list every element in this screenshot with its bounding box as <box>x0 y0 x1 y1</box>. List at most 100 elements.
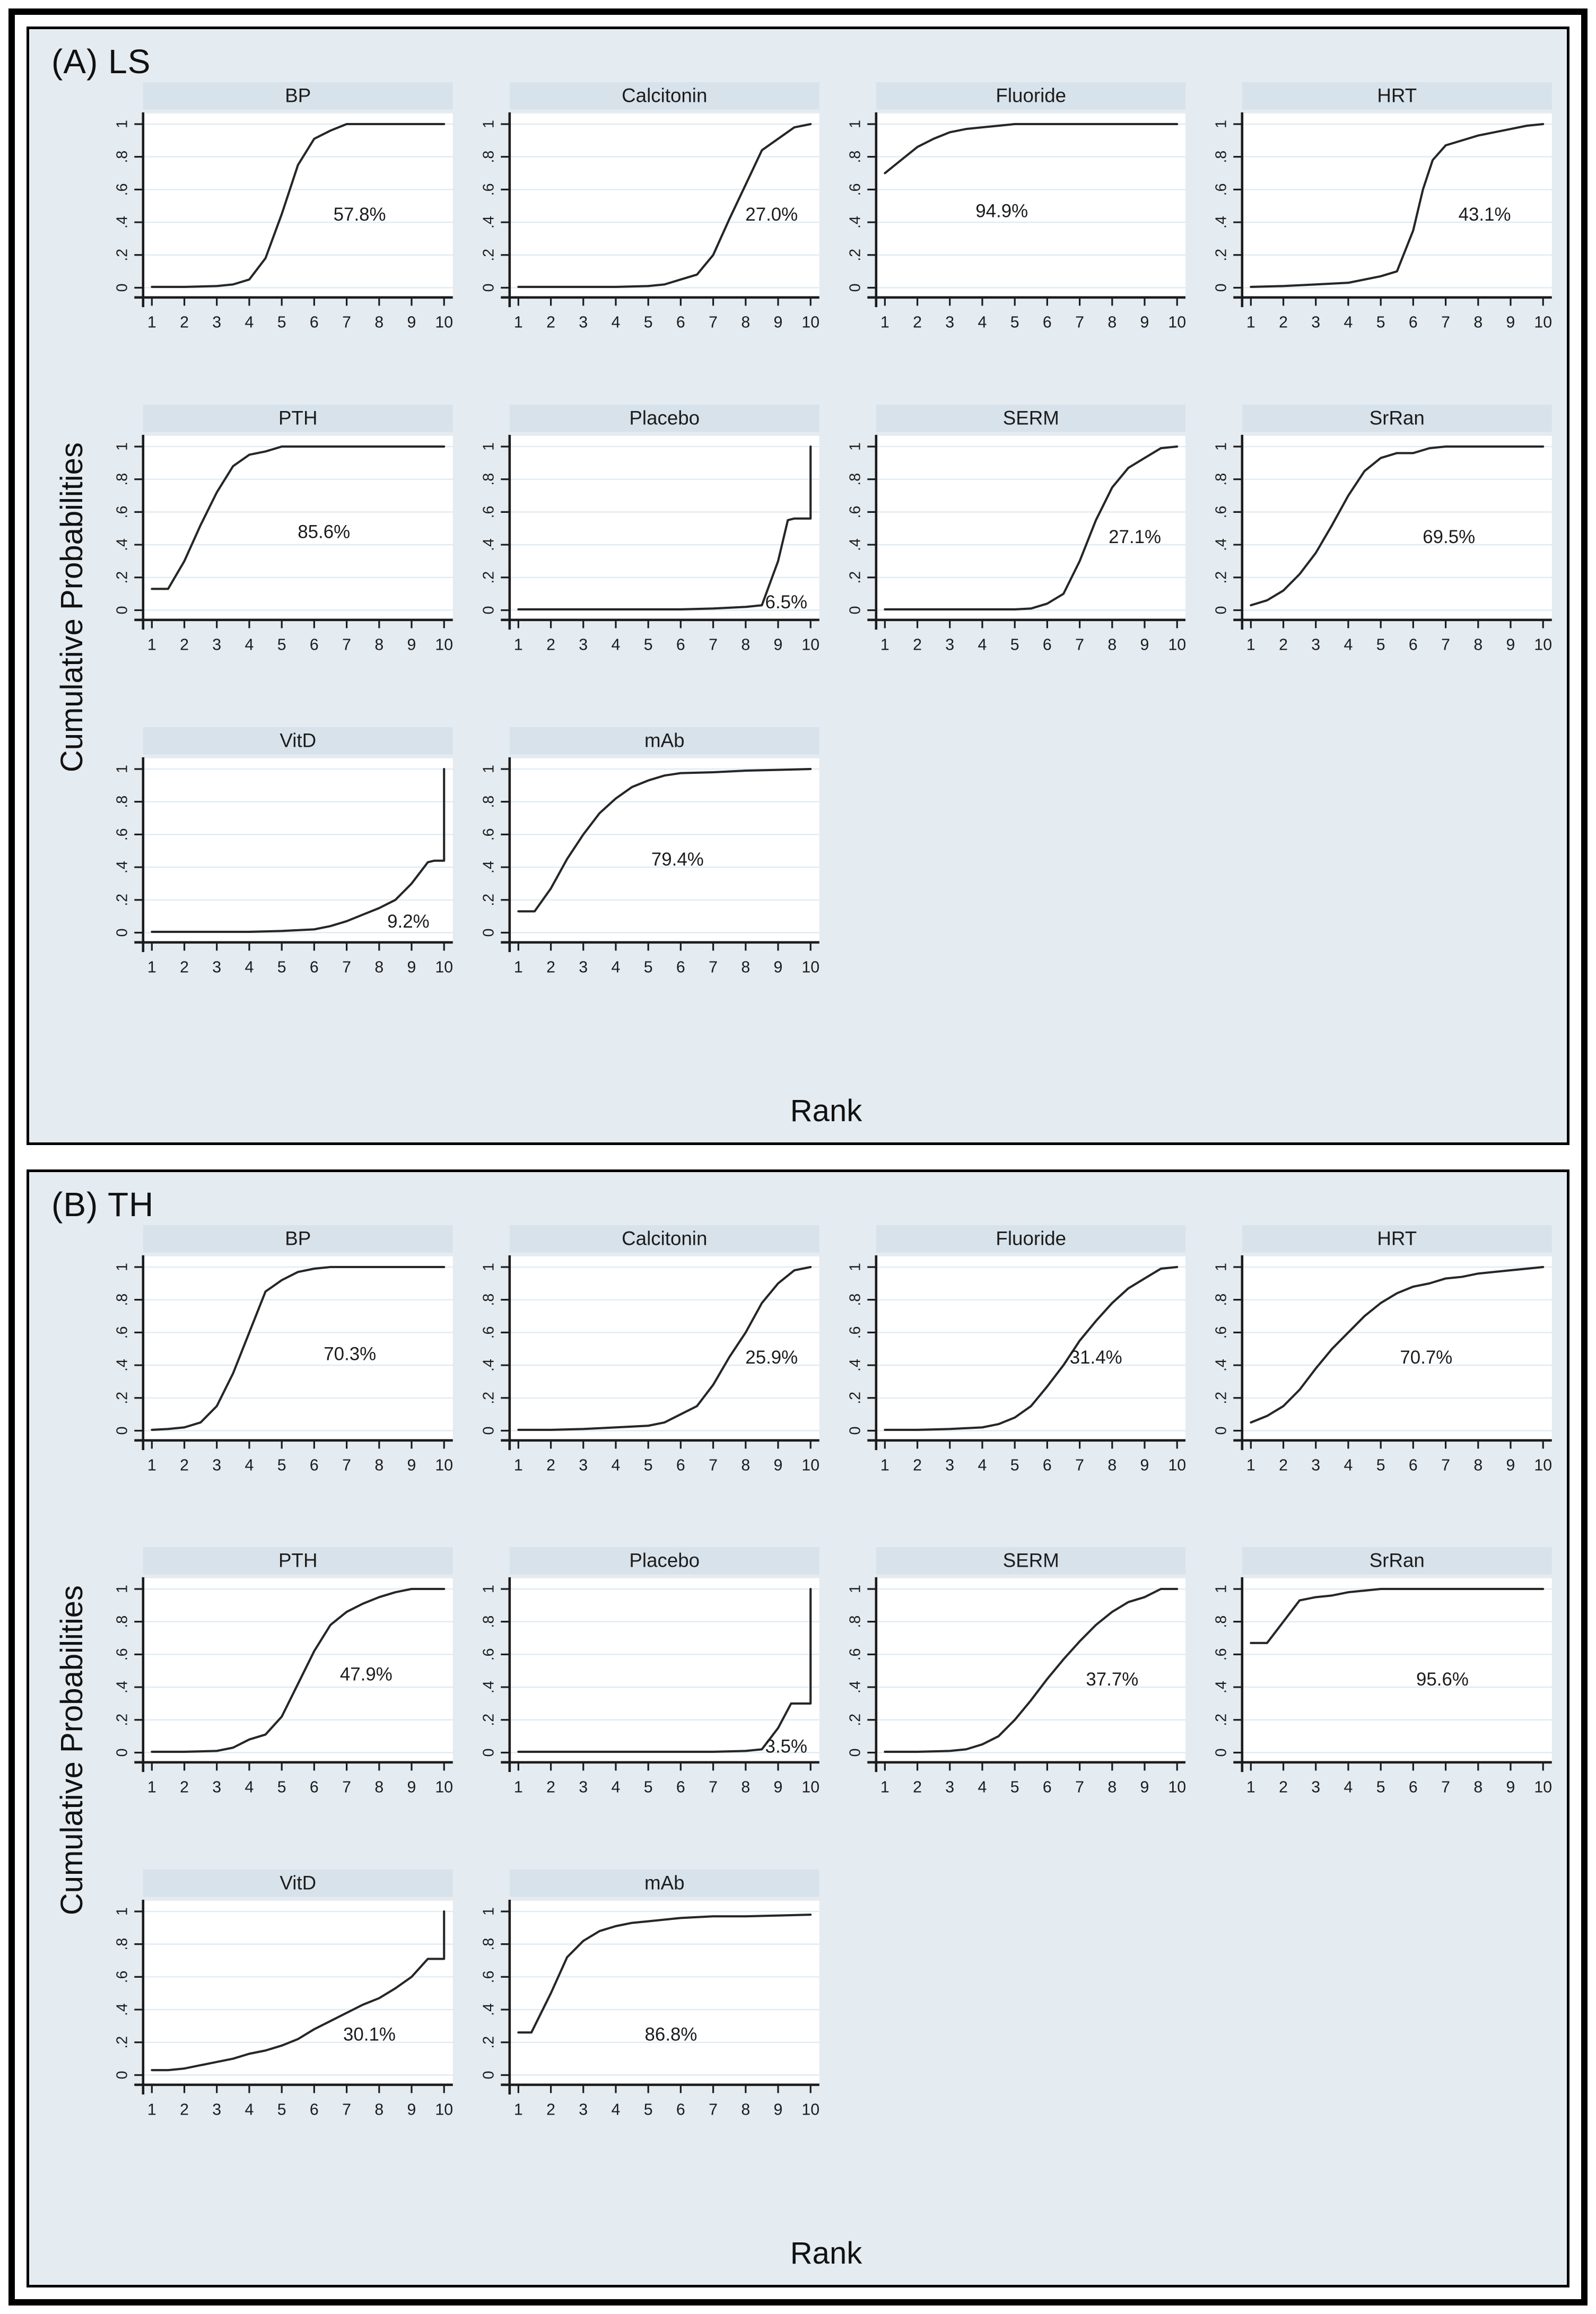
subplot-title-band <box>1242 1225 1552 1252</box>
x-tick-label: 5 <box>1376 314 1385 331</box>
x-tick-label: 1 <box>514 2101 523 2119</box>
x-tick-label: 3 <box>579 2101 588 2119</box>
cdf-curve <box>151 1265 446 1431</box>
plot-area <box>876 1578 1186 1763</box>
y-tick-label: .8 <box>114 1616 130 1628</box>
y-tick-label: 0 <box>480 2071 497 2080</box>
cdf-curve <box>517 1265 812 1431</box>
y-tick-label: .2 <box>114 1391 130 1404</box>
y-tick-label: .6 <box>114 1326 130 1339</box>
y-tick-label: 1 <box>114 1907 130 1916</box>
plot-area <box>143 1900 453 2085</box>
subplot-title-band <box>876 1547 1186 1575</box>
sucra-annotation: 70.3% <box>324 1343 376 1364</box>
charts-area: BP 0.2.4.6.8 1 1 2 3 4 5 6 7 8 9 10 70.3% Calcitonin 0.… <box>100 1225 1552 2276</box>
x-tick-label: 3 <box>579 636 588 654</box>
y-tick-label: 1 <box>480 1907 497 1916</box>
subplot-serm: SERM 0 .2 .4 .6 .8 1 1 2 3 4 5 6 7 8 9 10 37.7% <box>847 1547 1186 1796</box>
x-tick-label: 10 <box>1534 1779 1552 1796</box>
x-tick-label: 10 <box>1534 1456 1552 1474</box>
panel-th: (B) TH Cumulative Probabilities BP 0 .2 .4.… <box>27 1169 1569 2287</box>
y-tick-label: .6 <box>480 1648 497 1661</box>
x-tick-label: 8 <box>741 2101 750 2119</box>
subplot-pth: PTH 0 .2 .4 .6 .8 1 1 2 3 4 5 6 7 8 9 10 47.9% <box>114 1547 453 1796</box>
x-tick-label: 8 <box>374 314 383 331</box>
x-tick-label: 8 <box>1107 1779 1117 1796</box>
x-tick-label: 9 <box>407 2101 416 2119</box>
subplot-title: Fluoride <box>996 85 1066 107</box>
x-tick-label: 4 <box>611 2101 620 2119</box>
x-tick-label: 8 <box>1474 1456 1483 1474</box>
subplot-title: HRT <box>1377 1227 1417 1249</box>
subplot-serm: SERM 0 .2 .4 .6 .8 1 1 2 3 4 5 6 7 8 9 10 27.1% <box>847 404 1185 654</box>
y-tick-label: 0 <box>480 1426 497 1435</box>
x-tick-label: 6 <box>310 1779 319 1796</box>
y-tick-label: .8 <box>1213 151 1230 163</box>
x-tick-label: 5 <box>277 636 286 654</box>
x-tick-label: 9 <box>773 1456 782 1474</box>
plot-area <box>1242 435 1552 620</box>
x-tick-label: 6 <box>1409 1456 1418 1474</box>
y-tick-label: 1 <box>480 120 497 128</box>
x-tick-label: 8 <box>1107 1456 1117 1474</box>
x-tick-label: 1 <box>880 1456 889 1474</box>
y-tick-label: .2 <box>847 1714 864 1726</box>
cdf-curve <box>151 1910 446 2072</box>
panel-body: Cumulative Probabilities BP 0 .2 .4 .6 .8 1 1 2 3… <box>43 1225 1552 2276</box>
y-tick-label: .2 <box>1213 249 1230 261</box>
cdf-curve <box>517 445 812 610</box>
x-tick-label: 1 <box>1246 1456 1255 1474</box>
x-tick-label: 9 <box>1506 1456 1515 1474</box>
subplot-hrt: HRT 0 .2 .4 .6 .8 1 1 2 3 4 5 6 7 8 9 10 43.1% <box>1213 82 1552 331</box>
x-tick-label: 7 <box>342 636 351 654</box>
x-tick-label: 1 <box>1246 1779 1255 1796</box>
subplot-placebo: Placebo 0 .2 .4 .6 .8 1 1 2 3 4 5 6 7 8 9 10 3.5% <box>480 1547 819 1796</box>
y-tick-label: .4 <box>480 861 497 874</box>
panel-body: Cumulative Probabilities BP 0 .2 .4 .6 .8 1 1 2 3… <box>43 82 1552 1133</box>
x-tick-label: 4 <box>245 314 254 331</box>
sucra-annotation: 30.1% <box>343 2024 396 2045</box>
x-tick-label: 9 <box>773 314 782 331</box>
subplot-title: BP <box>285 85 311 107</box>
x-tick-label: 8 <box>741 1456 750 1474</box>
y-tick-label: .6 <box>114 828 130 841</box>
x-tick-label: 10 <box>435 2101 452 2119</box>
x-tick-label: 2 <box>180 1456 189 1474</box>
y-tick-label: 1 <box>847 1263 864 1271</box>
x-tick-label: 6 <box>676 1779 685 1796</box>
x-tick-label: 5 <box>1010 314 1019 331</box>
sucra-annotation: 70.7% <box>1400 1347 1453 1367</box>
x-tick-label: 4 <box>245 1779 254 1796</box>
x-tick-label: 5 <box>277 2101 286 2119</box>
x-tick-label: 1 <box>147 1456 156 1474</box>
x-tick-label: 1 <box>1246 636 1255 654</box>
x-tick-label: 8 <box>374 636 383 654</box>
x-tick-label: 2 <box>913 1456 922 1474</box>
x-tick-label: 7 <box>709 636 718 654</box>
subplot-placebo: Placebo 0 .2 .4 .6 .8 1 1 2 3 4 5 6 7 8 9 10 6.5% <box>480 404 819 654</box>
y-tick-label: 0 <box>1213 284 1230 292</box>
x-tick-label: 3 <box>945 636 954 654</box>
subplot-calcitonin: Calcitonin 0 .2 .4 .6 .8 1 1 2 3 4 5 6 7 8 9 10 27.0% <box>480 82 819 331</box>
y-tick-label: .6 <box>114 1648 130 1661</box>
x-tick-label: 4 <box>1344 314 1353 331</box>
y-tick-label: .8 <box>480 473 497 486</box>
cdf-curve <box>151 1588 446 1753</box>
sucra-annotation: 6.5% <box>765 592 807 613</box>
x-tick-label: 10 <box>801 1779 819 1796</box>
subplot-pth: PTH 0 .2 .4 .6 .8 1 1 2 3 4 5 6 7 8 9 10 85.6% <box>114 404 453 654</box>
x-tick-label: 7 <box>1441 314 1450 331</box>
x-tick-label: 9 <box>407 1779 416 1796</box>
x-tick-label: 9 <box>773 958 782 976</box>
plot-area <box>143 113 453 298</box>
x-tick-label: 10 <box>435 314 452 331</box>
y-tick-label: .4 <box>480 1359 497 1372</box>
y-tick-label: .4 <box>114 1681 130 1693</box>
cdf-curve <box>883 1588 1178 1753</box>
y-tick-label: .4 <box>847 538 864 551</box>
x-tick-label: 3 <box>579 958 588 976</box>
x-tick-label: 8 <box>1107 636 1117 654</box>
subplot-title: mAb <box>644 1872 685 1894</box>
x-tick-label: 5 <box>644 2101 653 2119</box>
y-tick-label: .4 <box>847 1359 864 1372</box>
